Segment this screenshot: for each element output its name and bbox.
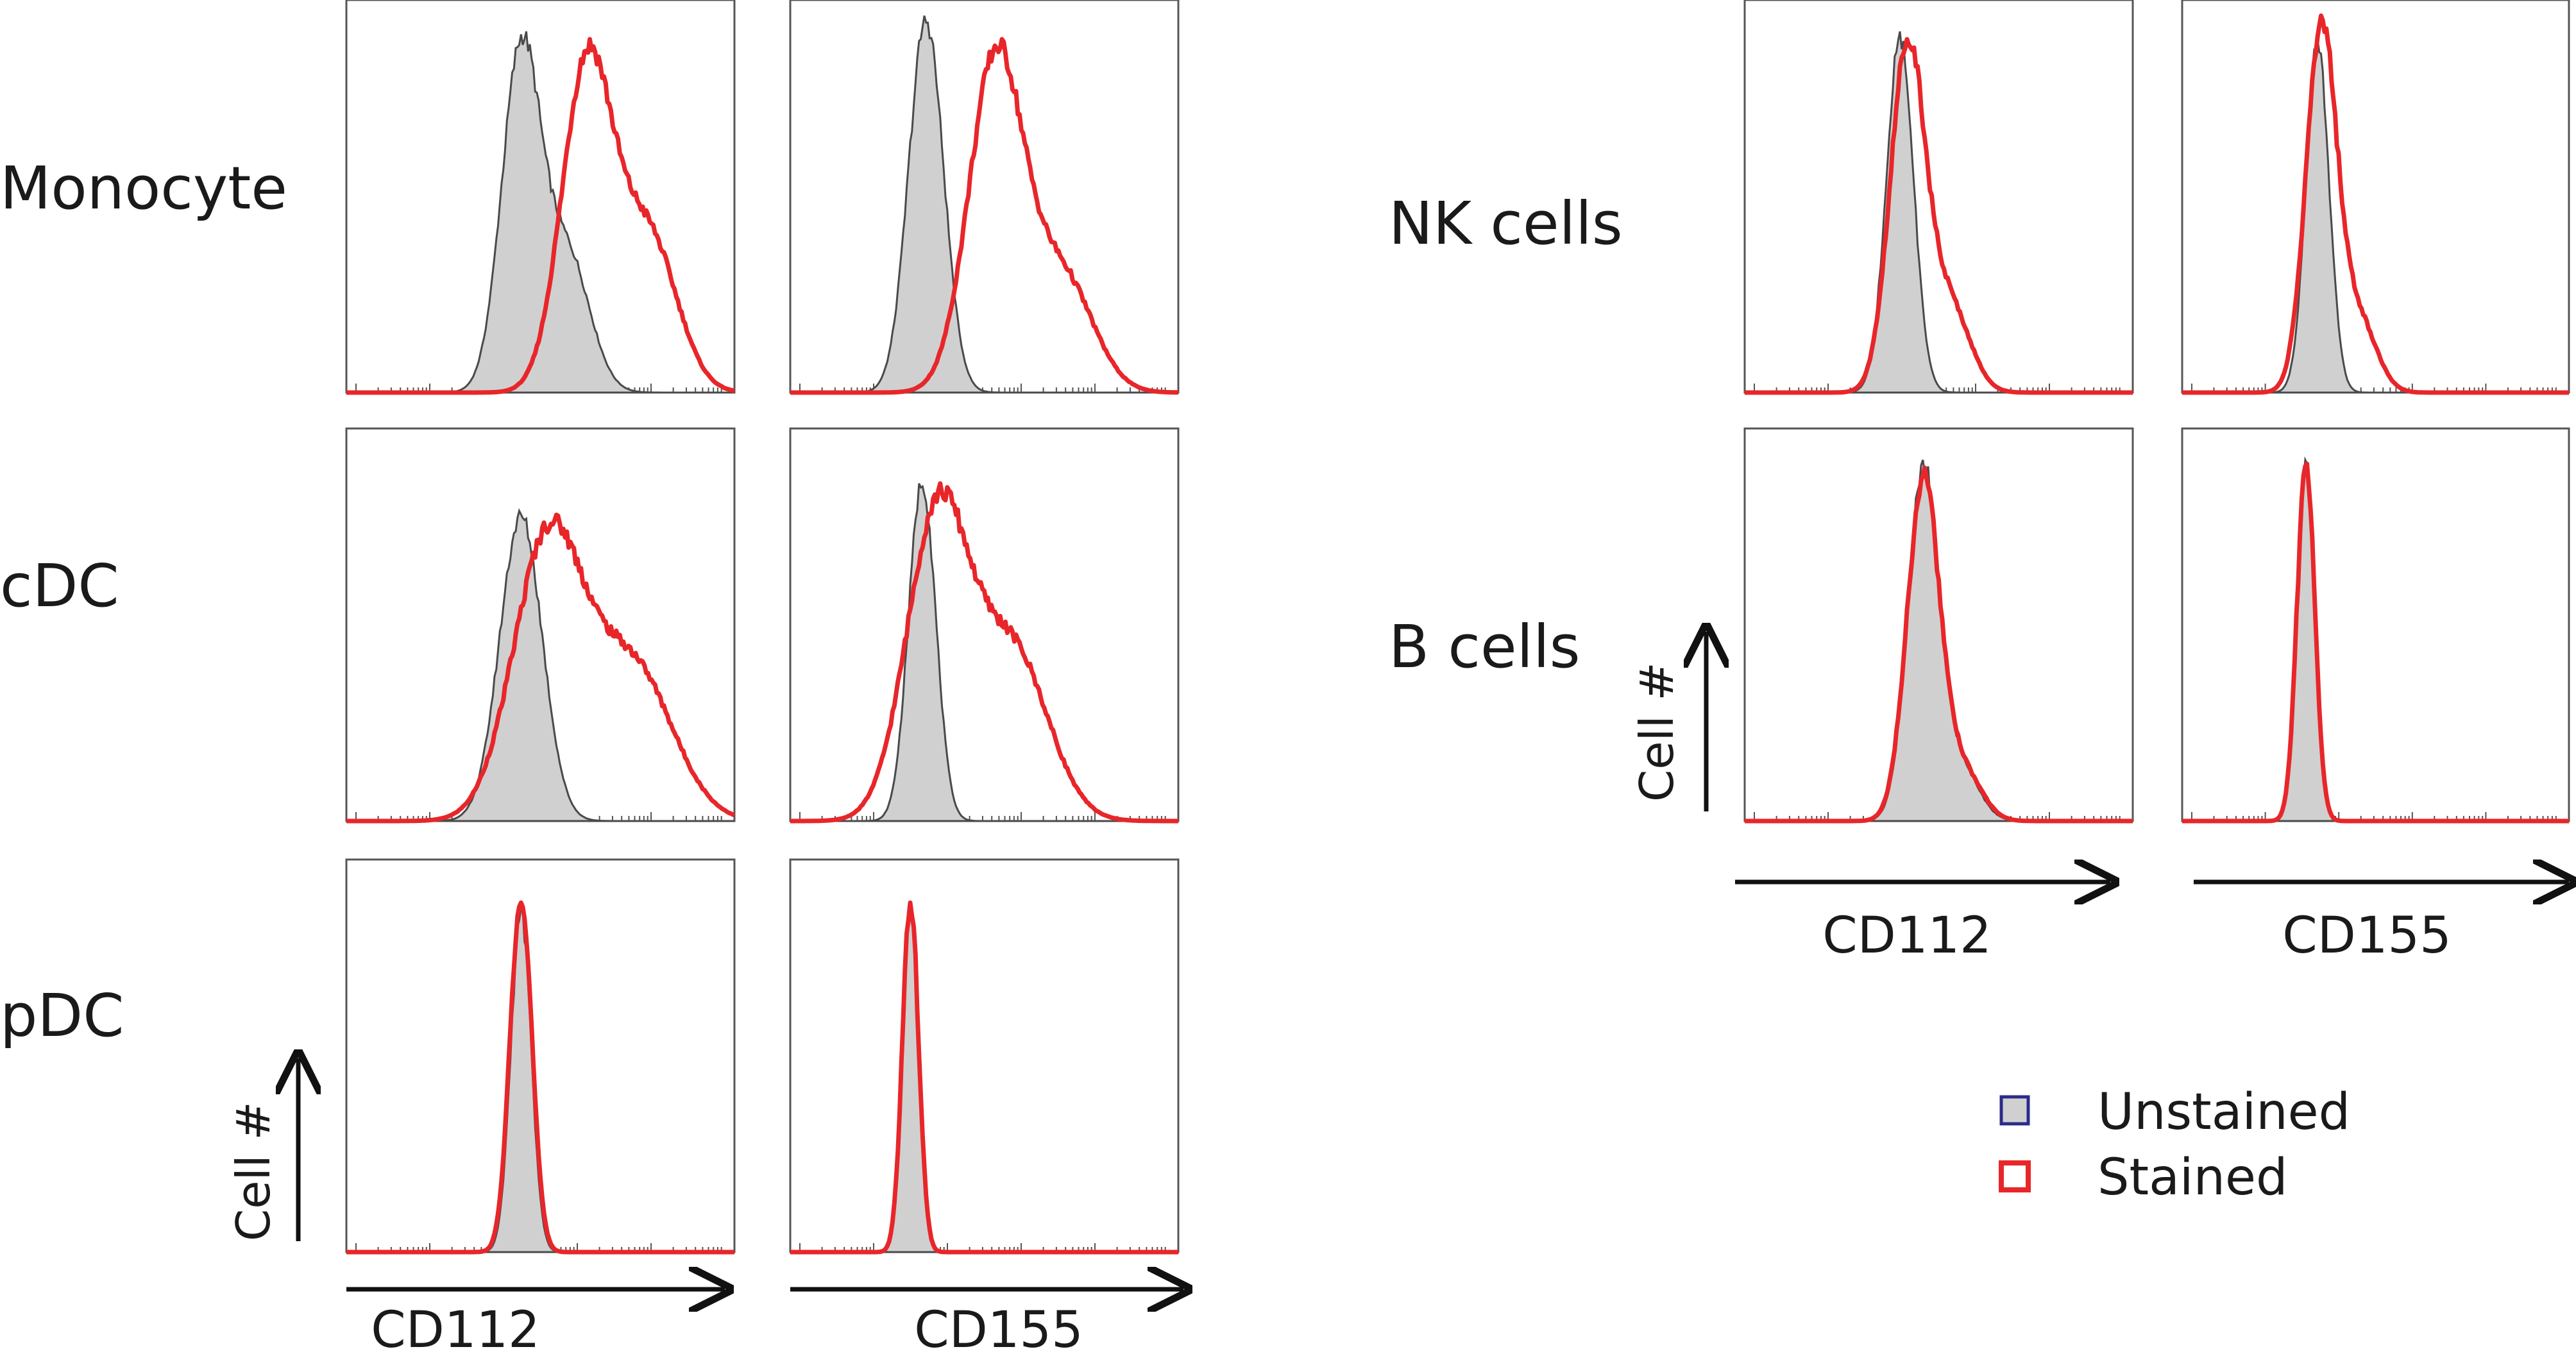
panel-left-monocyte-cd155 [789, 0, 1180, 395]
panel-frame [2181, 427, 2570, 822]
panel-frame [789, 858, 1180, 1253]
panel-frame [2181, 0, 2570, 394]
panel-left-cdc-cd112 [345, 427, 736, 824]
panel-right-b-cells-cd155 [2181, 427, 2570, 824]
panel-right-b-cells-cd112 [1743, 427, 2134, 824]
panel-frame [789, 427, 1180, 822]
histogram-stained [346, 513, 736, 824]
histogram-stained [2182, 13, 2570, 395]
histogram-stained [1744, 37, 2133, 395]
histogram-unstained [790, 483, 1178, 822]
histogram-stained [346, 900, 735, 1255]
histogram-stained [1744, 465, 2133, 824]
panel-left-pdc-cd112 [345, 858, 736, 1255]
row-label-nk-cells: NK cells [1389, 189, 1623, 258]
x-axis-label-cd112-left: CD112 [371, 1301, 539, 1356]
histogram-stained [790, 481, 1179, 824]
panel-left-cdc-cd155 [789, 427, 1180, 824]
row-label-cdc: cDC [0, 552, 119, 620]
axis-arrows [298, 632, 2569, 1289]
x-axis-label-cd112-right: CD112 [1822, 907, 1991, 965]
legend-swatch-unstained [1999, 1095, 2030, 1126]
panel-right-nk-cells-cd112 [1743, 0, 2134, 395]
histogram-stained [790, 37, 1179, 395]
histogram-panels [345, 0, 2570, 1255]
x-axis-label-cd155-right: CD155 [2282, 907, 2451, 965]
panel-left-monocyte-cd112 [345, 0, 736, 395]
histogram-stained [790, 900, 1179, 1255]
histogram-stained [2182, 461, 2570, 824]
panel-frame [789, 0, 1180, 394]
legend-label-stained: Stained [2097, 1149, 2288, 1207]
row-label-monocyte: Monocyte [0, 154, 287, 223]
x-axis-label-cd155-left: CD155 [914, 1301, 1083, 1356]
y-axis-label-left: Cell # [226, 1101, 280, 1241]
row-label-b-cells: B cells [1389, 613, 1580, 681]
legend: Unstained Stained [1999, 1083, 2350, 1207]
histogram-stained [346, 37, 735, 395]
legend-label-unstained: Unstained [2097, 1083, 2350, 1141]
y-axis-label-right: Cell # [1630, 662, 1684, 802]
legend-swatch-stained [1999, 1160, 2031, 1192]
panel-frame [1743, 0, 2134, 394]
row-label-pdc: pDC [0, 981, 124, 1050]
panel-right-nk-cells-cd155 [2181, 0, 2570, 395]
panel-left-pdc-cd155 [789, 858, 1180, 1255]
